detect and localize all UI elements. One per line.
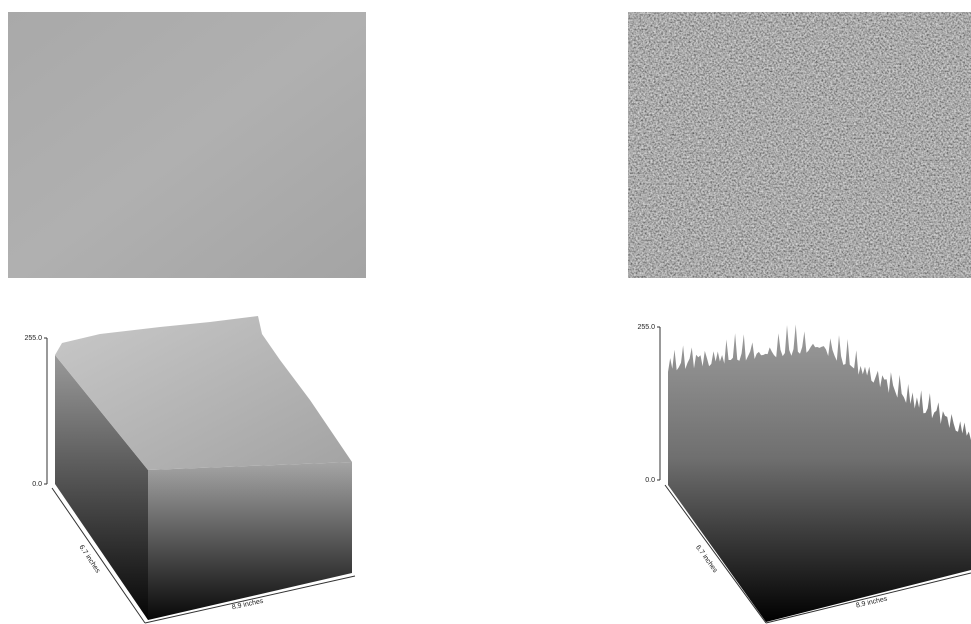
z-max-label: 255.0 bbox=[24, 335, 42, 342]
figure: 255.0 0.0 6.7 inches 8.9 inches 255.0 0.… bbox=[0, 0, 971, 624]
depth-label: 6.7 inches bbox=[77, 544, 101, 575]
z-min-label: 0.0 bbox=[32, 481, 42, 488]
surface-plot: 255.0 0.0 6.7 inches 8.9 inches bbox=[24, 316, 355, 623]
z-min-label: 0.0 bbox=[645, 477, 655, 484]
z-max-label: 255.0 bbox=[637, 324, 655, 331]
surface-plot: 255.0 0.0 6.7 inches 8.9 inches bbox=[637, 324, 971, 623]
right-face bbox=[148, 462, 352, 620]
spiky-surface bbox=[668, 324, 971, 622]
page: 255.0 0.0 6.7 inches 8.9 inches 255.0 0.… bbox=[0, 0, 971, 624]
smooth-image bbox=[8, 12, 366, 278]
noise-image bbox=[628, 12, 971, 278]
